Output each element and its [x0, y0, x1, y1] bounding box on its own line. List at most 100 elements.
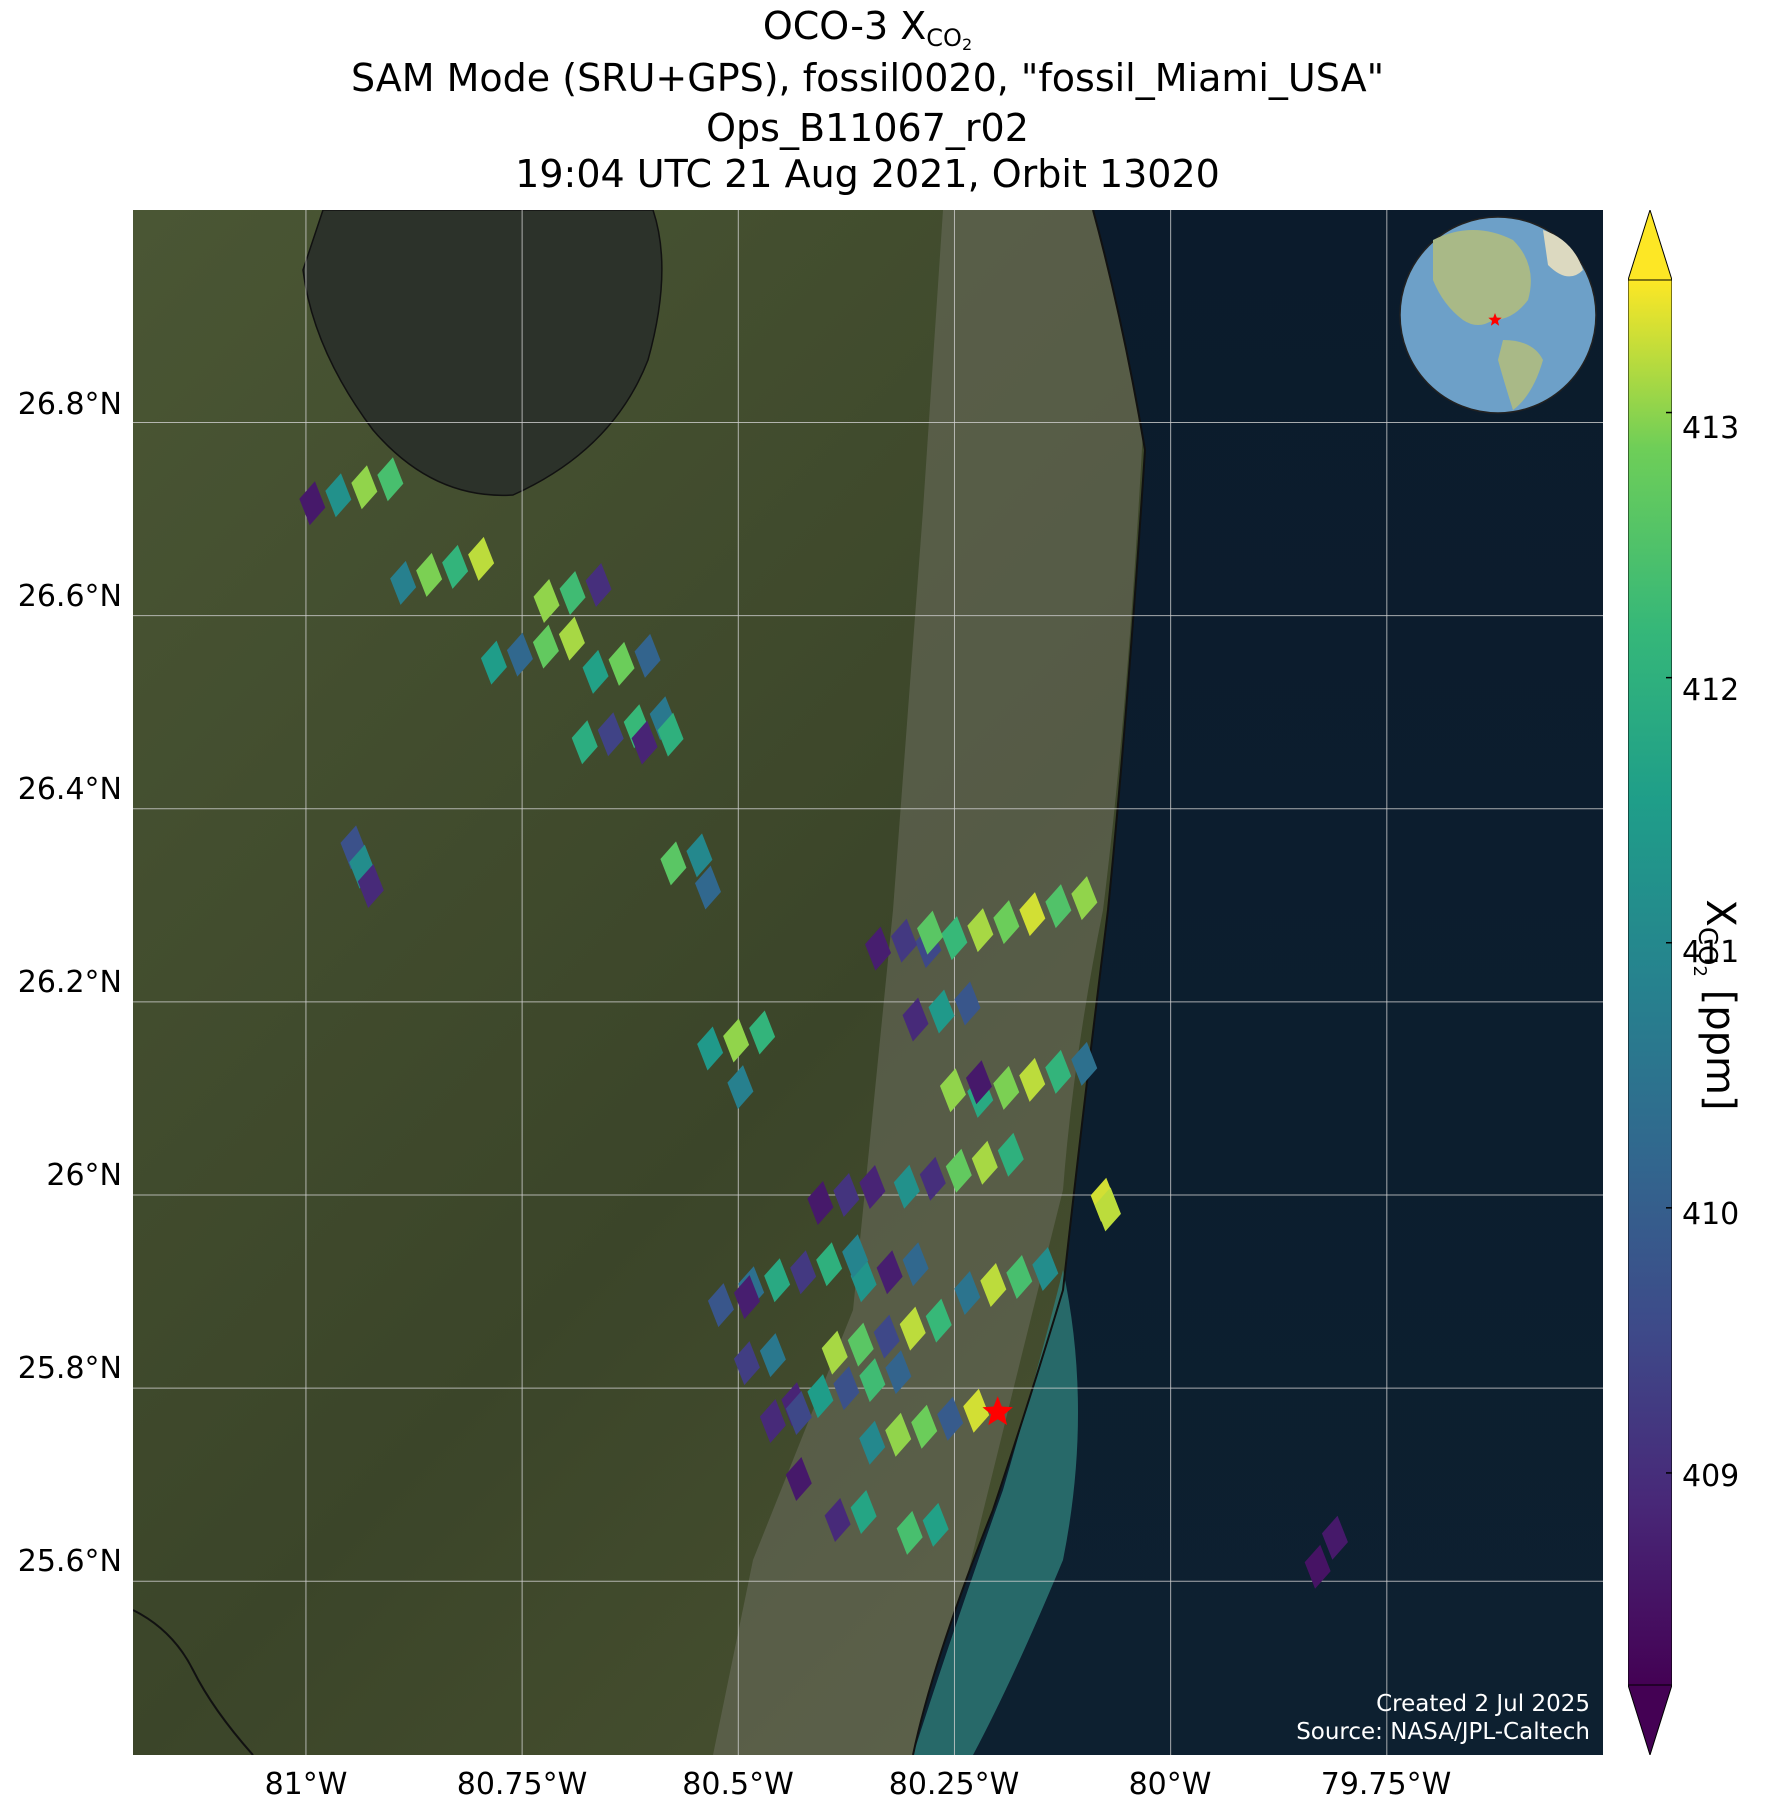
footprint-0-4	[390, 560, 417, 605]
footprint-3-1	[891, 918, 918, 963]
footprint-8-3	[759, 1333, 786, 1378]
footprint-9-0	[697, 1026, 724, 1071]
footprint-1-7	[657, 712, 684, 757]
lat-label-26: 26°N	[46, 1158, 122, 1193]
globe-north-america	[1433, 230, 1531, 325]
colorbar-top-arrow	[1628, 210, 1672, 281]
footprint-9-1	[723, 1018, 750, 1063]
footprint-1-3	[582, 649, 609, 694]
footprint-0-8	[480, 640, 507, 685]
lake-okeechobee	[302, 210, 663, 497]
footprint-13-1	[1304, 1544, 1331, 1589]
globe-greenland	[1543, 230, 1583, 277]
lat-label-26-2: 26.2°N	[17, 965, 122, 1000]
footprint-7-11	[922, 1502, 949, 1547]
footprint-8-1	[733, 1275, 760, 1320]
footprint-3-5	[954, 981, 981, 1026]
footprint-3-2	[917, 910, 944, 955]
footprint-2-5	[1045, 884, 1072, 929]
title-line-1: OCO-3 XCO2	[762, 4, 973, 54]
title-line-2: SAM Mode (SRU+GPS), fossil0020, "fossil_…	[350, 56, 1385, 100]
footprint-2-9	[1019, 1057, 1046, 1102]
xco2-map	[133, 210, 1603, 1755]
footprint-9-2	[749, 1010, 776, 1055]
inset-globe	[1399, 216, 1597, 414]
lon-label-79-75: 79.75°W	[1320, 1767, 1452, 1802]
footprint-0-11	[558, 616, 585, 661]
cbar-label-413: 413	[1682, 411, 1740, 446]
title-line-4: 19:04 UTC 21 Aug 2021, Orbit 13020	[515, 152, 1220, 196]
xco2-footprints	[299, 457, 1348, 1589]
footprint-4-0	[893, 1164, 920, 1209]
footprint-6-8	[859, 1358, 886, 1403]
footprint-0-3	[377, 457, 404, 502]
title-line-3: Ops_B11067_r02	[706, 106, 1029, 150]
footprint-5-0	[807, 1180, 834, 1225]
ocean	[913, 210, 1603, 1755]
site-marker	[982, 313, 1502, 1426]
footprint-8-4	[759, 1399, 786, 1444]
footprint-9-3	[727, 1065, 754, 1110]
footprint-7-3	[899, 1306, 926, 1351]
footprint-4-6	[980, 1263, 1007, 1308]
colorbar-bottom-arrow	[1628, 1684, 1672, 1755]
footprint-7-6	[885, 1412, 912, 1457]
footprint-7-2	[873, 1314, 900, 1359]
footprint-10-0	[660, 841, 687, 886]
globe-star-icon	[1488, 313, 1502, 326]
footprint-0-5	[416, 552, 443, 597]
footprint-0-1	[325, 473, 352, 518]
cbar-label-411: 411	[1682, 935, 1740, 970]
graticule	[133, 210, 1603, 1755]
footprint-5-4	[876, 1250, 903, 1295]
footprint-6-9	[885, 1350, 912, 1395]
lon-label-80-25: 80.25°W	[888, 1767, 1020, 1802]
footprint-6-1	[764, 1258, 791, 1303]
footprint-3-6	[939, 1068, 966, 1113]
footprint-2-8	[993, 1065, 1020, 1110]
footprint-1-0	[533, 579, 560, 624]
footprint-4-2	[945, 1148, 972, 1193]
footprint-2-2	[967, 908, 994, 953]
lat-label-26-6: 26.6°N	[17, 579, 122, 614]
footprint-6-11	[850, 1489, 877, 1534]
footprint-8-2	[733, 1341, 760, 1386]
footprint-6-3	[816, 1242, 843, 1287]
lat-label-25-8: 25.8°N	[17, 1351, 122, 1386]
lon-label-80-5: 80.5°W	[682, 1767, 794, 1802]
lon-label-80-75: 80.75°W	[456, 1767, 588, 1802]
footprint-0-6	[442, 544, 469, 589]
footprint-0-0	[299, 481, 326, 526]
footprint-6-6	[807, 1374, 834, 1419]
footprint-0-2	[351, 465, 378, 510]
urban-coast	[713, 210, 1143, 1755]
footprint-2-10	[1045, 1049, 1072, 1094]
site-star-icon	[982, 1396, 1013, 1426]
footprint-1-2	[585, 563, 612, 608]
footprint-2-6	[1071, 876, 1098, 921]
footprint-4-4	[997, 1132, 1024, 1177]
footprint-5-1	[833, 1172, 860, 1217]
footprint-10-2	[695, 865, 721, 910]
footprint-7-10	[896, 1510, 923, 1555]
footprint-6-2	[790, 1250, 817, 1295]
footprint-1-1	[559, 571, 586, 616]
footprint-3-4	[928, 989, 955, 1034]
cbar-label-412: 412	[1682, 673, 1740, 708]
colorbar	[1628, 210, 1672, 1755]
footprint-0-9	[506, 632, 533, 677]
footprint-6-4	[842, 1234, 869, 1279]
colorbar-ticks	[1666, 411, 1672, 1474]
footprint-7-5	[859, 1420, 886, 1465]
footprint-4-1	[919, 1156, 946, 1201]
cbar-label-410: 410	[1682, 1197, 1740, 1232]
footprint-3-3	[902, 997, 929, 1042]
footprint-2-4	[1019, 892, 1046, 937]
footprint-12-1	[1094, 1187, 1121, 1232]
footprint-10-1	[686, 833, 713, 878]
globe-south-america	[1498, 340, 1543, 410]
lat-label-26-8: 26.8°N	[17, 387, 122, 422]
footprint-0-13	[597, 712, 624, 757]
footprint-6-10	[824, 1497, 851, 1542]
colorbar-gradient	[1628, 279, 1672, 1686]
